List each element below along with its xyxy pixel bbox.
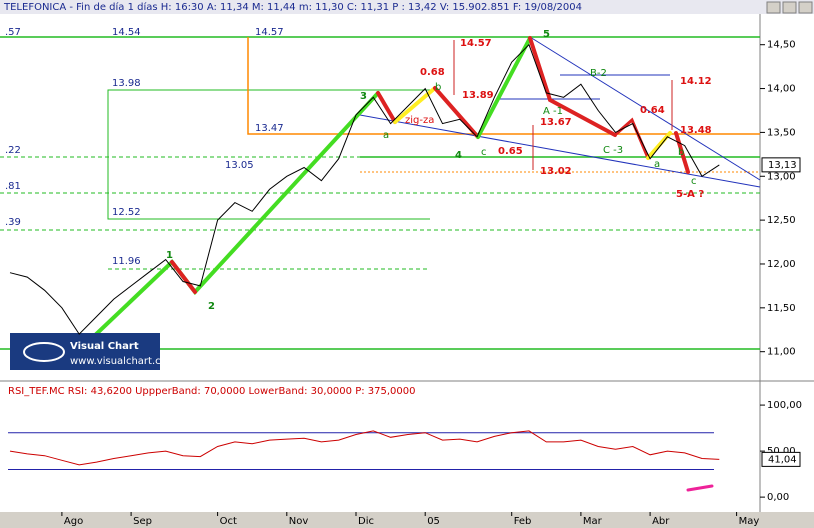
y-tick-label: 12,00 [767,259,796,270]
annotation: c [691,176,697,187]
annotation: 13.47 [255,123,284,134]
panel-title: RSI_TEF.MC RSI: 43,6200 UppperBand: 70,0… [8,386,416,397]
annotation: a [383,130,389,141]
y-tick-label: 100,00 [767,400,802,411]
window-buttons [766,1,813,14]
fib-box [247,37,760,135]
current-value-label: 41,04 [768,454,797,465]
annotation: 13.48 [680,125,712,136]
annotation: B-2 [590,68,607,79]
fib-box [107,89,430,220]
watermark [10,333,160,370]
x-tick-label: Ago [64,516,83,527]
y-tick-label: 50,00 [767,446,796,457]
annotation: 13.05 [225,160,254,171]
wave-lines [88,36,714,492]
watermark-url: www.visualchart.com [70,356,176,367]
minimize-button[interactable] [766,1,781,14]
annotation: 13.67 [540,117,572,128]
panel-separator [0,380,814,382]
level-lines [0,36,760,350]
wave-line [686,484,714,492]
x-tick-label: 05 [427,516,440,527]
annotation: 0.64 [640,105,665,116]
annotation: .81 [5,181,21,192]
wave-line [646,131,672,160]
maximize-button[interactable] [782,1,797,14]
x-tick-label: May [739,516,760,527]
annotation: 14.12 [680,76,712,87]
x-tick-label: Oct [220,516,237,527]
wave-line [476,36,532,139]
y-tick-label: 11,50 [767,303,796,314]
trend-lines [359,36,761,188]
x-tick-label: Feb [514,516,532,527]
x-tick-label: Dic [358,516,374,527]
annotation: zig-za [405,115,434,126]
y-tick-label: 0,00 [767,492,789,503]
price-line [9,430,720,466]
annotation: 1 [166,250,173,261]
y-tick-label: 12,50 [767,215,796,226]
x-tick-label: Nov [289,516,309,527]
annotation: 13.89 [462,90,494,101]
wave-line [170,260,197,294]
annotation: 5 [543,29,550,40]
annotation: 0.68 [420,67,445,78]
current-value-box [761,157,801,173]
close-button[interactable] [798,1,813,14]
y-tick-label: 14,50 [767,40,796,51]
trend-line [359,114,761,188]
current-value-box [761,451,801,467]
y-tick-label: 14,00 [767,84,796,95]
annotation: 13.02 [540,166,572,177]
annotation: 14.57 [460,38,492,49]
x-tick-label: Mar [583,516,603,527]
wave-line [528,36,617,137]
wave-line [376,91,397,124]
range-arrows [453,40,673,170]
logo-box [10,333,160,370]
annotation: 13.98 [112,78,141,89]
annotation: b [678,147,684,158]
current-value-label: 13,13 [768,160,797,171]
annotation: a [654,159,660,170]
annotation: .57 [5,27,21,38]
annotation: 3 [360,91,367,102]
annotation: 4 [455,150,462,161]
watermark-title: Visual Chart [70,341,139,352]
annotation: 2 [208,301,215,312]
header-bar [0,0,814,14]
annotation: 11.96 [112,256,141,267]
x-tick-label: Sep [133,516,152,527]
x-tick-label: Abr [652,516,670,527]
wave-line [674,131,690,174]
annotation: 14.57 [255,27,284,38]
annotation: C -3 [603,145,623,156]
annotation: 0.65 [498,146,523,157]
annotation: b [435,82,441,93]
y-tick-label: 11,00 [767,347,796,358]
annotation: 5-A ? [676,189,704,200]
annotation: A -1 [543,106,563,117]
annotation: .22 [5,145,21,156]
wave-line [433,86,480,139]
y-tick-label: 13,00 [767,171,796,182]
trend-line [529,36,761,181]
x-axis-bar [0,512,814,528]
logo-icon [23,342,65,362]
price-line [9,43,720,335]
y-tick-label: 13,50 [767,127,796,138]
annotation: c [481,147,487,158]
annotation: 14.54 [112,27,141,38]
wave-line [393,86,437,124]
panel-title: TELEFONICA - Fin de día 1 días H: 16:30 … [3,1,582,13]
annotation: .39 [5,217,21,228]
annotation: 12.52 [112,207,141,218]
